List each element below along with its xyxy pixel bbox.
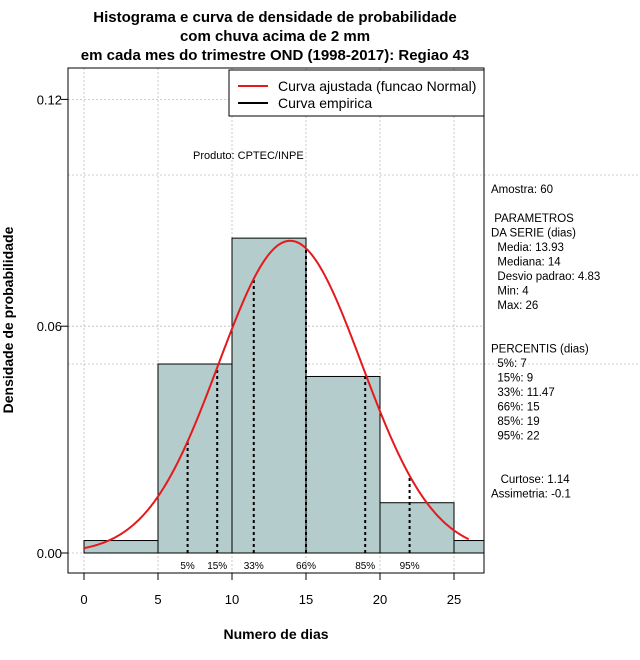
x-axis-title: Numero de dias <box>223 626 328 642</box>
stats-line: 85%: 19 <box>491 416 540 428</box>
stats-line: Mediana: 14 <box>491 257 561 269</box>
x-tick-label: 15 <box>299 592 313 607</box>
x-tick-label: 10 <box>225 592 239 607</box>
legend: Curva ajustada (funcao Normal) Curva emp… <box>228 69 485 117</box>
percentile-label: 66% <box>296 561 316 572</box>
y-axis-title: Densidade de probabilidade <box>0 226 16 413</box>
stats-line: Max: 26 <box>491 300 538 312</box>
legend-box <box>228 69 485 117</box>
stats-line: 5%: 7 <box>491 358 527 370</box>
stats-line: PERCENTIS (dias) <box>491 344 589 356</box>
stats-line: Assimetria: -0.1 <box>491 489 571 501</box>
product-label: Produto: CPTEC/INPE <box>193 150 304 162</box>
y-tick-label: 0.12 <box>37 92 62 107</box>
histogram-bar <box>83 540 159 554</box>
chart-title-line-3: em cada mes do trimestre OND (1998-2017)… <box>81 47 470 64</box>
percentile-lines-layer: 5% 15% 33% 66% 85% 95% <box>180 248 420 572</box>
legend-label-empirical: Curva empirica <box>278 95 372 111</box>
curve-layer <box>83 239 470 550</box>
chart-title-line-2: com chuva acima de 2 mm <box>180 28 370 45</box>
stats-line: DA SERIE (dias) <box>491 228 576 240</box>
stats-line: Desvio padrao: 4.83 <box>491 271 600 283</box>
stats-line: PARAMETROS <box>491 213 574 225</box>
stats-line: 33%: 11.47 <box>491 387 555 399</box>
histogram-bar <box>379 502 455 554</box>
x-tick-label: 5 <box>154 592 161 607</box>
statistics-panel: Amostra: 60 PARAMETROS DA SERIE (dias) Me… <box>491 184 600 501</box>
legend-label-fit: Curva ajustada (funcao Normal) <box>278 78 476 94</box>
x-tick-label: 25 <box>447 592 461 607</box>
axes-layer: 0 5 10 15 20 25 0.00 0.06 0.12 <box>37 92 462 607</box>
chart-title-line-1: Histograma e curva de densidade de proba… <box>93 9 456 26</box>
stats-line: Amostra: 60 <box>491 184 553 196</box>
histogram-bar <box>231 237 307 554</box>
percentile-label: 33% <box>244 561 264 572</box>
y-tick-label: 0.06 <box>37 319 62 334</box>
stats-line: Curtose: 1.14 <box>491 474 570 486</box>
stats-line: 66%: 15 <box>491 402 540 414</box>
x-tick-label: 20 <box>373 592 387 607</box>
percentile-label: 15% <box>207 561 227 572</box>
y-tick-label: 0.00 <box>37 546 62 561</box>
histogram-bar <box>305 375 381 554</box>
percentile-label: 5% <box>180 561 195 572</box>
stats-line: Media: 13.93 <box>491 242 564 254</box>
percentile-label: 95% <box>400 561 420 572</box>
stats-line: 15%: 9 <box>491 373 533 385</box>
stats-line: 95%: 22 <box>491 431 540 443</box>
percentile-label: 85% <box>355 561 375 572</box>
histogram-bar <box>453 540 485 554</box>
normal-fit-curve <box>83 239 470 550</box>
stats-line: Min: 4 <box>491 286 529 298</box>
histogram-bar <box>157 363 233 554</box>
bars-layer <box>83 237 485 554</box>
x-tick-label: 0 <box>80 592 87 607</box>
